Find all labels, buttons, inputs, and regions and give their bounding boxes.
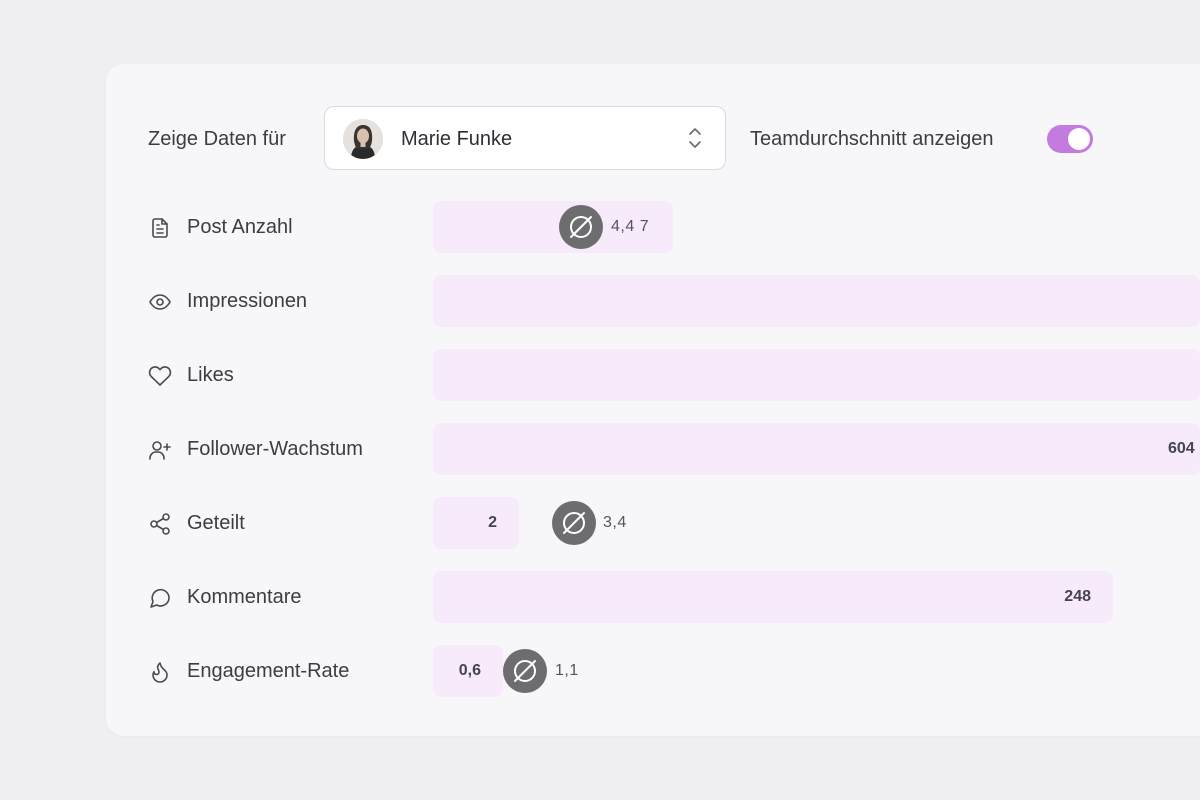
metric-bar-shared: 2 — [433, 497, 519, 549]
user-plus-icon — [148, 438, 172, 462]
average-icon — [503, 649, 547, 693]
toggle-knob — [1068, 128, 1090, 150]
flame-icon — [148, 660, 172, 684]
metric-label-engagement-rate: Engagement-Rate — [187, 660, 350, 682]
metric-label-comments: Kommentare — [187, 586, 302, 608]
avatar — [343, 119, 383, 159]
metric-bar-follower-growth — [433, 423, 1200, 475]
comment-icon — [148, 586, 172, 610]
metric-label-follower-growth: Follower-Wachstum — [187, 438, 363, 460]
metric-label-impressions: Impressionen — [187, 290, 308, 312]
team-average-toggle[interactable] — [1047, 125, 1093, 153]
team-average-value: 3,4 — [603, 514, 627, 531]
share-icon — [148, 512, 172, 536]
metric-label-shared: Geteilt — [187, 512, 245, 534]
selected-user: Marie Funke — [401, 128, 513, 150]
team-average-label: Teamdurchschnitt anzeigen — [750, 128, 994, 150]
metric-bar-impressions — [433, 275, 1200, 327]
average-icon — [559, 205, 603, 249]
metric-bar-engagement-rate: 0,6 — [433, 645, 503, 697]
average-icon — [552, 501, 596, 545]
metric-value-engagement-rate: 0,6 — [458, 662, 481, 679]
team-average-value: 1,1 — [555, 662, 579, 679]
metric-label-likes: Likes — [187, 364, 234, 386]
chevron-up-down-icon — [687, 125, 703, 156]
eye-icon — [148, 290, 172, 314]
team-average-value: 4,4 7 — [611, 218, 650, 235]
metric-bar-post-count — [433, 201, 673, 253]
metric-value-comments: 248 — [1064, 588, 1091, 605]
metric-label-post-count: Post Anzahl — [187, 216, 293, 238]
metric-value-shared: 2 — [488, 514, 497, 531]
metric-bar-comments: 248 — [433, 571, 1113, 623]
user-select[interactable]: Marie Funke — [324, 106, 726, 170]
heart-icon — [148, 364, 172, 388]
metric-bar-likes — [433, 349, 1200, 401]
metric-value-follower-growth: 604 — [1168, 440, 1195, 457]
document-icon — [148, 216, 172, 240]
filter-label: Zeige Daten für — [148, 128, 286, 150]
